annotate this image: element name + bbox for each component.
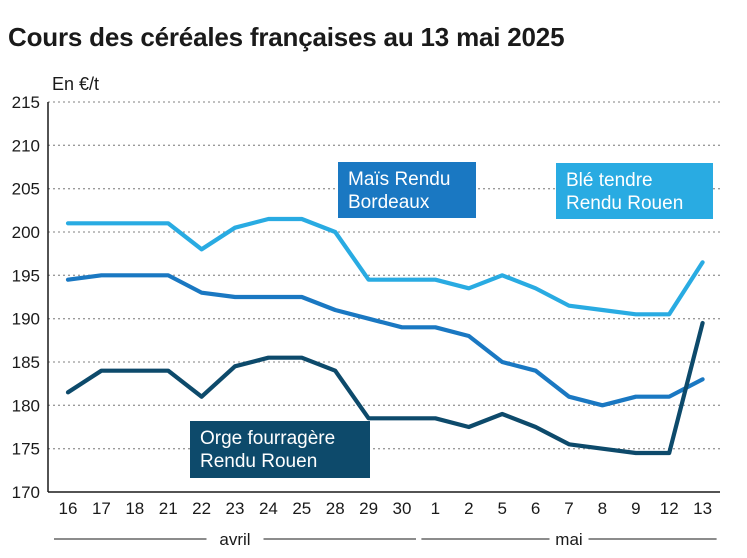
series-line-1 <box>65 273 705 408</box>
x-tick-label: 16 <box>59 499 78 518</box>
series-label-text-1: Bordeaux <box>348 192 430 213</box>
x-tick-label: 13 <box>693 499 712 518</box>
series-label-text-1: Maïs Rendu <box>348 169 450 190</box>
series-label-text-2: Orge fourragère <box>200 428 335 449</box>
y-tick-label-205: 205 <box>12 180 40 199</box>
month-label-avril: avril <box>219 530 250 549</box>
chart-title: Cours des céréales françaises au 13 mai … <box>8 22 565 52</box>
series-label-text-0: Blé tendre <box>566 170 653 191</box>
x-tick-label: 8 <box>598 499 607 518</box>
series-label-text-0: Rendu Rouen <box>566 193 683 214</box>
y-tick-label-210: 210 <box>12 136 40 155</box>
x-tick-label: 9 <box>631 499 640 518</box>
x-tick-label: 22 <box>192 499 211 518</box>
series-label-text-2: Rendu Rouen <box>200 451 317 472</box>
series-label-box-2 <box>190 421 370 478</box>
y-tick-label-180: 180 <box>12 396 40 415</box>
x-tick-label: 7 <box>564 499 573 518</box>
y-tick-label-200: 200 <box>12 223 40 242</box>
month-label-mai: mai <box>555 530 582 549</box>
series-label-box-1 <box>338 162 476 218</box>
x-tick-label: 30 <box>393 499 412 518</box>
x-tick-label: 6 <box>531 499 540 518</box>
x-tick-label: 21 <box>159 499 178 518</box>
x-tick-label: 5 <box>497 499 506 518</box>
y-tick-label-175: 175 <box>12 440 40 459</box>
x-tick-label: 12 <box>660 499 679 518</box>
x-tick-label: 25 <box>292 499 311 518</box>
x-tick-label: 1 <box>431 499 440 518</box>
x-tick-label: 2 <box>464 499 473 518</box>
y-tick-label-195: 195 <box>12 266 40 285</box>
y-tick-label-190: 190 <box>12 310 40 329</box>
y-tick-label-170: 170 <box>12 483 40 502</box>
x-tick-label: 28 <box>326 499 345 518</box>
series-label-box-0 <box>556 163 713 219</box>
x-tick-label: 29 <box>359 499 378 518</box>
x-tick-label: 24 <box>259 499 278 518</box>
series-line-0 <box>65 216 705 317</box>
x-tick-label: 17 <box>92 499 111 518</box>
x-tick-label: 23 <box>226 499 245 518</box>
y-tick-label-185: 185 <box>12 353 40 372</box>
x-tick-label: 18 <box>125 499 144 518</box>
series-line-2 <box>65 320 705 456</box>
y-axis-unit-label: En €/t <box>52 74 99 94</box>
y-tick-label-215: 215 <box>12 93 40 112</box>
